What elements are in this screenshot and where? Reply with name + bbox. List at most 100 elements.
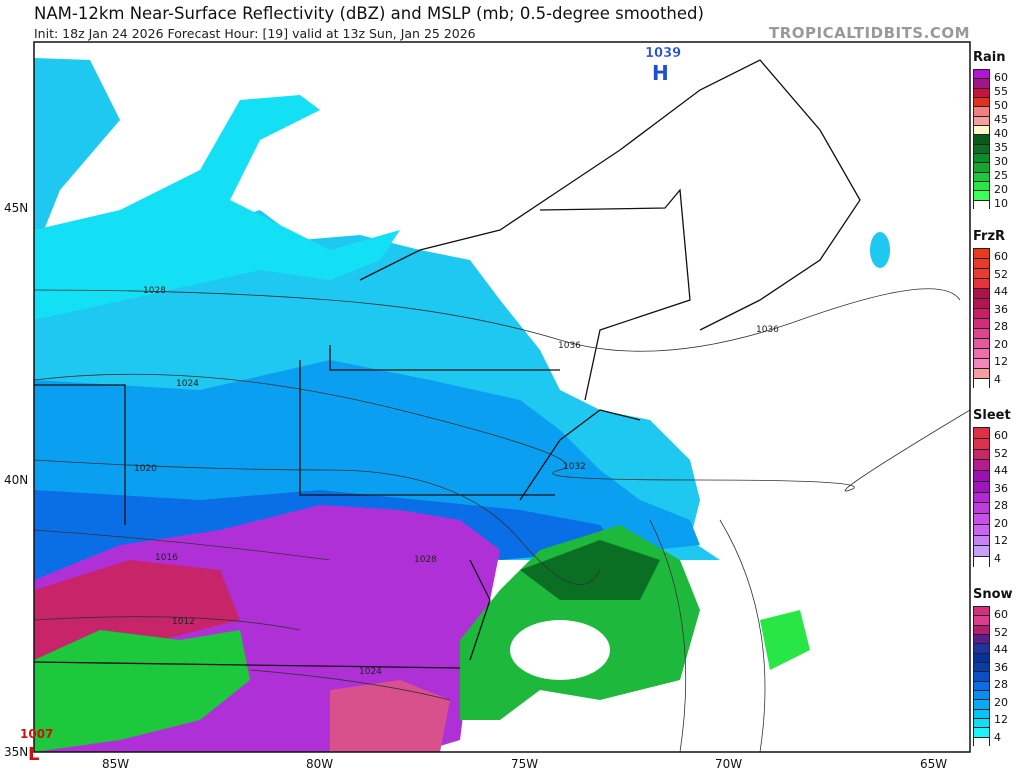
low-pressure-value: 1007	[20, 727, 53, 741]
isobar-label: 1036	[558, 341, 581, 351]
legend-swatch	[973, 199, 990, 209]
isobar-label: 1012	[172, 617, 195, 627]
isobar-label: 1016	[155, 553, 178, 563]
legend-label: 28	[994, 678, 1008, 691]
legend-title: FrzR	[973, 229, 1006, 244]
high-pressure-value: 1039	[645, 46, 681, 61]
legend-swatch	[973, 328, 990, 338]
rain-heavy-east	[520, 540, 660, 600]
snow-heavy-region	[34, 490, 620, 580]
legend-label: 36	[994, 660, 1008, 674]
legend-swatch	[973, 470, 990, 481]
lat-label: 40N	[4, 473, 29, 487]
legend-label: 4	[994, 730, 1001, 744]
legend-label: 20	[994, 695, 1008, 709]
legend-swatch	[973, 162, 990, 172]
legend-label: 20	[994, 516, 1008, 530]
legend-swatch	[973, 143, 990, 153]
legend-label: 20	[994, 337, 1008, 351]
legend-label: 4	[994, 372, 1001, 386]
legend-swatch	[973, 652, 990, 662]
legend-swatch	[973, 448, 990, 460]
legend-label: 10	[994, 197, 1008, 210]
legend-snow: Snow 60 52 44 36 28 20 12 4	[972, 587, 1024, 746]
legend-label: 44	[994, 464, 1008, 477]
lon-label: 70W	[715, 757, 743, 771]
legend-swatch	[973, 671, 990, 681]
legend-label: 60	[994, 250, 1008, 263]
legend-swatch	[973, 134, 990, 144]
legend-label: 25	[994, 169, 1008, 182]
legend-swatch	[973, 736, 990, 746]
legend-swatch	[973, 459, 990, 471]
legend-swatch	[973, 180, 990, 191]
legend-label: 35	[994, 141, 1008, 154]
legend-title: Rain	[973, 50, 1006, 65]
legend-swatch	[973, 258, 990, 268]
lon-label: 80W	[306, 757, 334, 771]
map-subtitle: Init: 18z Jan 24 2026 Forecast Hour: [19…	[34, 26, 476, 41]
isobar-label: 1024	[359, 667, 382, 677]
legend-swatch	[973, 268, 990, 278]
lat-label: 45N	[4, 201, 29, 215]
legend-label: 28	[994, 499, 1008, 512]
legend-rain: Rain 60 55 50 45 40 35 30 25 20 10	[972, 50, 1024, 210]
legend-swatch	[973, 69, 990, 79]
freezing-rain-south	[330, 680, 450, 752]
legend-swatch	[973, 727, 990, 737]
low-pressure-marker: L	[28, 744, 39, 765]
legend-label: 60	[994, 71, 1008, 84]
legend-label: 30	[994, 155, 1008, 168]
legend-swatch	[973, 699, 990, 709]
isobar-label: 1028	[143, 286, 166, 296]
legend-swatch	[973, 78, 990, 88]
legend-label: 52	[994, 625, 1008, 639]
legend-swatch	[973, 106, 990, 116]
isobar-label: 1032	[563, 462, 586, 472]
legend-swatch	[973, 717, 990, 728]
legend-swatch	[973, 171, 990, 181]
legend-label: 60	[994, 608, 1008, 621]
legend-swatch	[973, 348, 990, 358]
lon-label: 85W	[102, 757, 130, 771]
legend-swatch	[973, 502, 990, 514]
lat-label: 35N	[4, 745, 29, 759]
legend-label: 12	[994, 534, 1008, 547]
isobar-label: 1028	[414, 555, 437, 565]
high-pressure-marker: H	[652, 61, 669, 85]
legend-freezing-rain: FrzR 60 52 44 36 28 20 12 4	[972, 229, 1024, 388]
rain-region-west	[34, 630, 250, 752]
legend-label: 20	[994, 183, 1008, 196]
legend-swatch	[973, 643, 990, 653]
legend-swatch	[973, 288, 990, 298]
legend-swatch	[973, 368, 990, 378]
legend-label: 44	[994, 285, 1008, 298]
legend-swatch	[973, 437, 990, 449]
legend-swatch	[973, 615, 990, 625]
legend-swatch	[973, 708, 990, 718]
legend-label: 55	[994, 85, 1008, 98]
legend-label: 28	[994, 320, 1008, 333]
isobar-label: 1024	[176, 379, 199, 389]
legend-swatch	[973, 427, 990, 438]
legend-label: 36	[994, 481, 1008, 495]
brand-watermark: TROPICALTIDBITS.COM	[769, 24, 970, 42]
legend-swatch	[973, 124, 990, 135]
map-title: NAM-12km Near-Surface Reflectivity (dBZ)…	[34, 4, 704, 23]
snow-cyan-fringe	[34, 95, 400, 320]
legend-label: 60	[994, 429, 1008, 442]
legend-swatch	[973, 624, 990, 634]
legend-swatch	[973, 523, 990, 535]
legend-swatch	[973, 689, 990, 700]
legend-label: 40	[994, 127, 1008, 140]
isobar-label: 1036	[756, 325, 779, 335]
legend-swatch	[973, 378, 990, 388]
legend-label: 12	[994, 713, 1008, 726]
legend-swatch	[973, 318, 990, 328]
legend-title: Sleet	[973, 408, 1011, 423]
legend-label: 45	[994, 113, 1008, 126]
legend-swatch	[973, 152, 990, 163]
legend-swatch	[973, 606, 990, 616]
lon-label: 65W	[920, 757, 948, 771]
